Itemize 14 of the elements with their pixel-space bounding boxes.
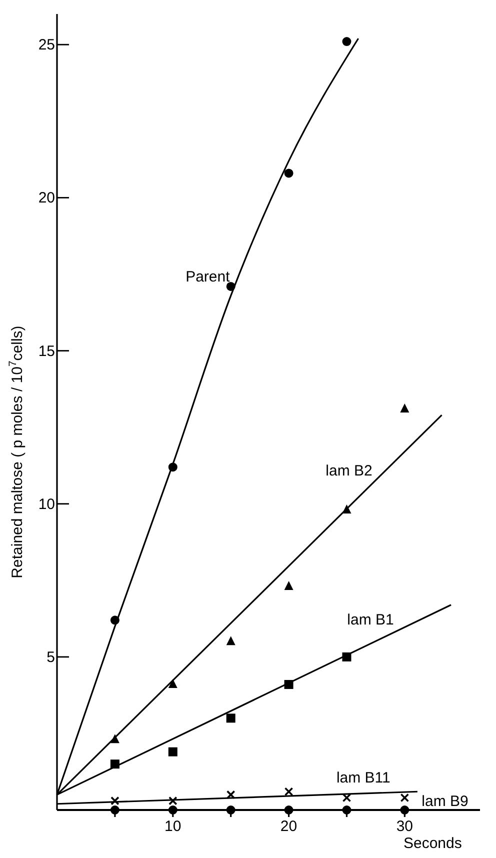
series-label: Parent bbox=[186, 268, 231, 286]
x-axis-title: Seconds bbox=[403, 835, 462, 852]
series-label: lam B1 bbox=[347, 611, 394, 628]
x-tick-label: 20 bbox=[280, 818, 298, 835]
y-tick-label: 10 bbox=[38, 496, 55, 513]
text: lam B2 bbox=[326, 462, 372, 480]
y-tick-label: 20 bbox=[38, 190, 55, 207]
y-tick-label: 15 bbox=[38, 342, 55, 360]
series-label: lam B9 bbox=[422, 793, 468, 810]
series-label: lam B11 bbox=[336, 770, 390, 787]
x-tick-label: 10 bbox=[164, 818, 182, 835]
y-tick-label: 25 bbox=[38, 36, 55, 54]
x-tick-label: 30 bbox=[396, 818, 414, 835]
y-tick-label: 5 bbox=[46, 648, 55, 666]
